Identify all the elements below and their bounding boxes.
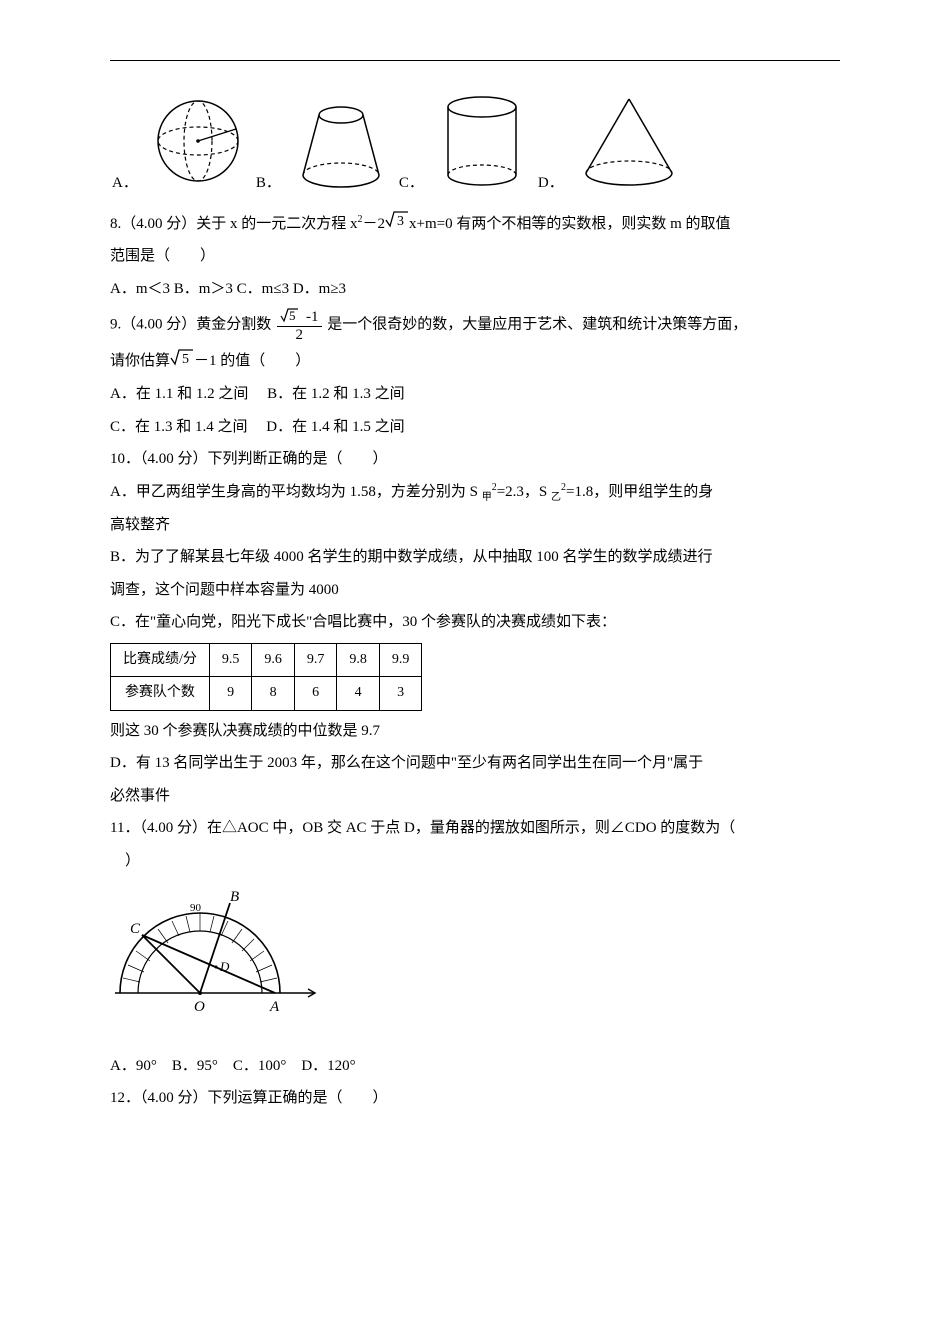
table-cell: 3 bbox=[379, 677, 422, 711]
q10-optA-line1: A．甲乙两组学生身高的平均数均为 1.58，方差分别为 S 甲2=2.3，S 乙… bbox=[110, 478, 840, 507]
table-cell: 4 bbox=[337, 677, 380, 711]
q9-frac-den: 2 bbox=[277, 327, 322, 344]
q10-sub1: 甲 bbox=[482, 492, 492, 503]
row1-label: 比赛成绩/分 bbox=[111, 643, 210, 677]
label-A: A bbox=[269, 999, 280, 1015]
svg-text:3: 3 bbox=[397, 214, 404, 228]
frustum-shape bbox=[291, 99, 391, 202]
svg-text:5: 5 bbox=[182, 352, 189, 366]
q10-sub2: 乙 bbox=[551, 492, 561, 503]
q10-optB-line2: 调查，这个问题中样本容量为 4000 bbox=[110, 576, 840, 605]
q8-text-a: 8.（4.00 分）关于 x 的一元二次方程 x bbox=[110, 216, 358, 232]
table-cell: 9 bbox=[209, 677, 252, 711]
q7-opt-a-label: A． bbox=[112, 169, 138, 198]
q10-optB-line1: B．为了了解某县七年级 4000 名学生的期中数学成绩，从中抽取 100 名学生… bbox=[110, 543, 840, 572]
q7-options-row: A． B． C． D． bbox=[110, 91, 840, 202]
q11-stem-line2: ） bbox=[110, 847, 840, 876]
q10-optC: C．在"童心向党，阳光下成长"合唱比赛中，30 个参赛队的决赛成绩如下表： bbox=[110, 608, 840, 637]
row2-label: 参赛队个数 bbox=[111, 677, 210, 711]
q9-fraction: 5 -1 2 bbox=[277, 307, 322, 343]
table-cell: 9.7 bbox=[294, 643, 337, 677]
table-cell: 6 bbox=[294, 677, 337, 711]
q8-text-c: x+m=0 有两个不相等的实数根，则实数 m 的取值 bbox=[409, 216, 731, 232]
q9-frac-tail: -1 bbox=[306, 309, 319, 325]
table-row: 比赛成绩/分 9.5 9.6 9.7 9.8 9.9 bbox=[111, 643, 422, 677]
protractor-figure: O A B C D 90 bbox=[110, 883, 840, 1034]
q11-options: A．90° B．95° C．100° D．120° bbox=[110, 1052, 840, 1081]
q10-optD-line1: D．有 13 名同学出生于 2003 年，那么在这个问题中"至少有两名同学出生在… bbox=[110, 749, 840, 778]
q10-a-a: A．甲乙两组学生身高的平均数均为 1.58，方差分别为 S bbox=[110, 484, 482, 500]
table-row: 参赛队个数 9 8 6 4 3 bbox=[111, 677, 422, 711]
top-rule bbox=[110, 60, 840, 61]
q9-stem-line2: 请你估算 5 －1 的值（ ） bbox=[110, 347, 840, 376]
svg-text:5: 5 bbox=[289, 308, 296, 323]
q10-after-table: 则这 30 个参赛队决赛成绩的中位数是 9.7 bbox=[110, 717, 840, 746]
q10-a-mid: =2.3，S bbox=[497, 484, 551, 500]
q7-opt-c-label: C． bbox=[399, 169, 424, 198]
table-cell: 8 bbox=[252, 677, 295, 711]
q10-a-b: =1.8，则甲组学生的身 bbox=[566, 484, 713, 500]
q9-text-a: 9.（4.00 分）黄金分割数 bbox=[110, 317, 271, 333]
q11-stem-line1: 11．（4.00 分）在△AOC 中，OB 交 AC 于点 D，量角器的摆放如图… bbox=[110, 814, 840, 843]
label-90: 90 bbox=[190, 902, 202, 914]
q9-opts-row2: C．在 1.3 和 1.4 之间 D．在 1.4 和 1.5 之间 bbox=[110, 413, 840, 442]
label-O: O bbox=[194, 999, 205, 1015]
q9-opt-d: D．在 1.4 和 1.5 之间 bbox=[266, 419, 404, 435]
q8-text-b: －2 bbox=[363, 216, 386, 232]
q8-stem-line1: 8.（4.00 分）关于 x 的一元二次方程 x2－23x+m=0 有两个不相等… bbox=[110, 210, 840, 239]
q8-sqrt: 3 bbox=[385, 210, 409, 239]
q12-stem: 12．（4.00 分）下列运算正确的是（ ） bbox=[110, 1084, 840, 1113]
q9-opt-a: A．在 1.1 和 1.2 之间 bbox=[110, 386, 248, 402]
q10-stem: 10．（4.00 分）下列判断正确的是（ ） bbox=[110, 445, 840, 474]
cylinder-shape bbox=[434, 91, 530, 202]
cone-shape bbox=[574, 91, 684, 202]
table-cell: 9.9 bbox=[379, 643, 422, 677]
q10-optA-line2: 高较整齐 bbox=[110, 511, 840, 540]
q7-opt-b-label: B． bbox=[256, 169, 281, 198]
score-table: 比赛成绩/分 9.5 9.6 9.7 9.8 9.9 参赛队个数 9 8 6 4… bbox=[110, 643, 422, 711]
q8-stem-line2: 范围是（ ） bbox=[110, 242, 840, 271]
label-C: C bbox=[130, 921, 141, 937]
q9-stem-line1: 9.（4.00 分）黄金分割数 5 -1 2 是一个很奇妙的数，大量应用于艺术、建… bbox=[110, 307, 840, 343]
q9-text-c-b: －1 的值（ ） bbox=[194, 353, 310, 369]
q7-opt-d-label: D． bbox=[538, 169, 564, 198]
q9-text-b: 是一个很奇妙的数，大量应用于艺术、建筑和统计决策等方面， bbox=[327, 317, 747, 333]
q9-opts-row1: A．在 1.1 和 1.2 之间 B．在 1.2 和 1.3 之间 bbox=[110, 380, 840, 409]
q9-opt-b: B．在 1.2 和 1.3 之间 bbox=[267, 386, 405, 402]
sphere-shape bbox=[148, 91, 248, 202]
label-B: B bbox=[230, 889, 239, 905]
q10-optD-line2: 必然事件 bbox=[110, 782, 840, 811]
table-cell: 9.6 bbox=[252, 643, 295, 677]
table-cell: 9.5 bbox=[209, 643, 252, 677]
q8-options: A．m＜3 B．m＞3 C．m≤3 D．m≥3 bbox=[110, 275, 840, 304]
q9-text-c-a: 请你估算 bbox=[110, 353, 170, 369]
table-cell: 9.8 bbox=[337, 643, 380, 677]
q9-sqrt2: 5 bbox=[170, 348, 194, 377]
q9-opt-c: C．在 1.3 和 1.4 之间 bbox=[110, 419, 248, 435]
label-D: D bbox=[219, 959, 230, 974]
